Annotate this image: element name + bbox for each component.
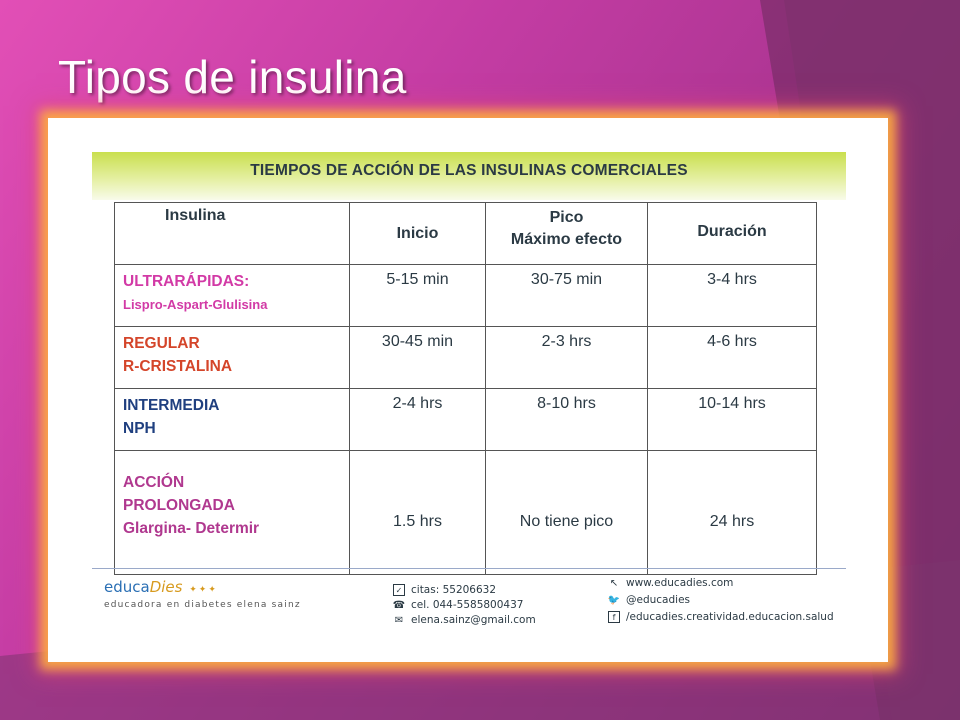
- cell-inicio: 1.5 hrs: [349, 450, 486, 575]
- cell-duracion: 3-4 hrs: [647, 264, 817, 327]
- cell-duracion: 4-6 hrs: [647, 326, 817, 389]
- header-pico-line1: Pico: [549, 209, 584, 226]
- contact-cel: ☎ cel. 044-5585800437: [392, 599, 524, 611]
- logo-dots: ✦✦✦: [189, 585, 218, 595]
- educadies-logo: educaDies ✦✦✦ educadora en diabetes elen…: [104, 578, 344, 628]
- contact-email-text: elena.sainz@gmail.com: [411, 614, 536, 626]
- logo-wordmark: educaDies ✦✦✦: [104, 578, 344, 596]
- table-image: TIEMPOS DE ACCIÓN DE LAS INSULINAS COMER…: [48, 118, 888, 662]
- contact-facebook-text: /educadies.creatividad.educacion.salud: [626, 611, 834, 623]
- row-name-cell: REGULAR R-CRISTALINA: [114, 326, 350, 389]
- cell-pico: 2-3 hrs: [485, 326, 648, 389]
- email-icon: ✉: [394, 614, 404, 626]
- table-row: ACCIÓN PROLONGADA Glargina- Determir 1.5…: [114, 450, 817, 575]
- row-name: ULTRARÁPIDAS:: [123, 273, 250, 290]
- cell-pico: No tiene pico: [485, 450, 648, 575]
- insulin-table: Insulina Inicio Pico Máximo efecto Durac…: [114, 202, 817, 575]
- contact-citas-text: citas: 55206632: [411, 584, 497, 596]
- footer-divider: [92, 568, 846, 569]
- contact-twitter: 🐦 @educadies: [608, 594, 690, 606]
- cursor-icon: ↖: [609, 577, 619, 589]
- row-subname: NPH: [123, 420, 156, 437]
- cell-pico: 30-75 min: [485, 264, 648, 327]
- row-name-cell: ULTRARÁPIDAS: Lispro-Aspart-Glulisina: [114, 264, 350, 327]
- row-name-cell: INTERMEDIA NPH: [114, 388, 350, 451]
- contact-email: ✉ elena.sainz@gmail.com: [393, 614, 536, 626]
- contact-cel-text: cel. 044-5585800437: [411, 599, 524, 611]
- cell-duracion: 10-14 hrs: [647, 388, 817, 451]
- header-insulina: Insulina: [114, 202, 350, 265]
- row-subname: Lispro-Aspart-Glulisina: [123, 297, 268, 312]
- row-name-cell: ACCIÓN PROLONGADA Glargina- Determir: [114, 450, 350, 575]
- contact-web-text: www.educadies.com: [626, 577, 734, 589]
- cell-duracion: 24 hrs: [647, 450, 817, 575]
- facebook-icon: f: [608, 611, 620, 623]
- row-name: INTERMEDIA: [123, 397, 220, 414]
- slide-title: Tipos de insulina: [58, 51, 407, 103]
- header-inicio: Inicio: [349, 202, 486, 265]
- cell-inicio: 30-45 min: [349, 326, 486, 389]
- table-banner: TIEMPOS DE ACCIÓN DE LAS INSULINAS COMER…: [92, 152, 846, 200]
- logo-tagline: educadora en diabetes elena sainz: [104, 600, 301, 610]
- row-name: REGULAR: [123, 335, 200, 352]
- contact-facebook: f /educadies.creatividad.educacion.salud: [608, 611, 834, 623]
- cell-inicio: 2-4 hrs: [349, 388, 486, 451]
- cell-inicio: 5-15 min: [349, 264, 486, 327]
- contact-twitter-text: @educadies: [626, 594, 690, 606]
- logo-part2: Dies: [149, 578, 183, 596]
- table-header-row: Insulina Inicio Pico Máximo efecto Durac…: [114, 202, 817, 265]
- contact-citas: ✓ citas: 55206632: [393, 584, 496, 596]
- row-subname: R-CRISTALINA: [123, 358, 233, 375]
- twitter-icon: 🐦: [607, 594, 621, 606]
- table-row: REGULAR R-CRISTALINA 30-45 min 2-3 hrs 4…: [114, 326, 817, 389]
- header-pico: Pico Máximo efecto: [485, 202, 648, 265]
- table-row: ULTRARÁPIDAS: Lispro-Aspart-Glulisina 5-…: [114, 264, 817, 327]
- header-pico-line2: Máximo efecto: [510, 231, 623, 248]
- row-subname: Glargina- Determir: [123, 520, 260, 537]
- row-name: ACCIÓN: [123, 474, 185, 491]
- row-name: PROLONGADA: [123, 497, 235, 514]
- header-duracion: Duración: [647, 202, 817, 265]
- table-row: INTERMEDIA NPH 2-4 hrs 8-10 hrs 10-14 hr…: [114, 388, 817, 451]
- logo-part1: educa: [104, 578, 150, 596]
- cell-pico: 8-10 hrs: [485, 388, 648, 451]
- phone-icon: ☎: [392, 599, 406, 611]
- calendar-icon: ✓: [393, 584, 405, 596]
- banner-text: TIEMPOS DE ACCIÓN DE LAS INSULINAS COMER…: [250, 162, 688, 179]
- contact-web: ↖ www.educadies.com: [608, 577, 734, 589]
